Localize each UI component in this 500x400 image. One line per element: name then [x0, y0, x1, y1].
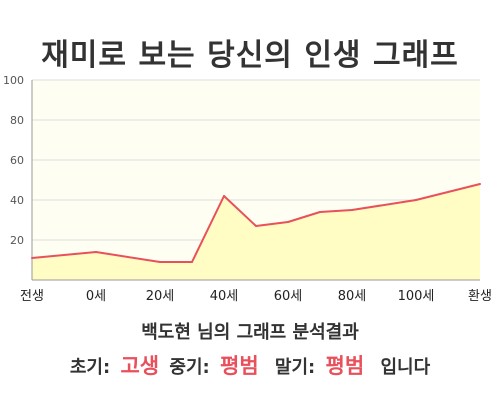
data-point: [415, 199, 417, 201]
page-title: 재미로 보는 당신의 인생 그래프: [41, 38, 459, 73]
x-tick-label: 전생: [20, 289, 44, 304]
mid-value: 평범: [220, 354, 259, 378]
analysis-verdict: 초기: 고생 중기: 평범 말기: 평범 입니다: [0, 350, 500, 380]
late-value: 평범: [325, 354, 365, 378]
y-tick-label-40: 40: [10, 194, 24, 207]
data-point: [287, 221, 289, 223]
data-point: [319, 211, 321, 213]
data-point: [95, 251, 97, 253]
points-layer: [31, 183, 481, 263]
x-tick-label: 0세: [86, 289, 106, 304]
x-tick-label: 환생: [468, 289, 492, 304]
y-tick-label-100: 100: [3, 74, 24, 87]
analysis-summary: 백도현 님의 그래프 분석결과: [141, 322, 359, 343]
y-tick-label-20: 20: [10, 234, 24, 247]
data-point: [479, 183, 481, 185]
x-axis: 전생 0세 20세 40세 60세 80세 100세 환생: [20, 279, 492, 304]
data-point: [223, 195, 225, 197]
x-tick-label: 40세: [210, 289, 239, 304]
data-point: [31, 257, 33, 259]
early-value: 고생: [120, 354, 160, 378]
verdict-ending: 입니다: [380, 357, 431, 378]
x-tick-label: 80세: [338, 289, 367, 304]
data-point: [159, 261, 161, 263]
y-tick-label-60: 60: [10, 154, 24, 167]
x-tick-label: 100세: [398, 289, 435, 304]
x-tick-label: 20세: [146, 289, 175, 304]
late-label: 말기:: [274, 357, 316, 378]
mid-label: 중기:: [169, 357, 210, 378]
data-point: [351, 209, 353, 211]
early-label: 초기:: [69, 357, 111, 378]
y-tick-label-80: 80: [10, 114, 24, 127]
y-axis: 20 40 60 80 100: [3, 74, 33, 280]
data-point: [191, 261, 193, 263]
data-point: [255, 225, 257, 227]
x-tick-label: 60세: [274, 289, 303, 304]
